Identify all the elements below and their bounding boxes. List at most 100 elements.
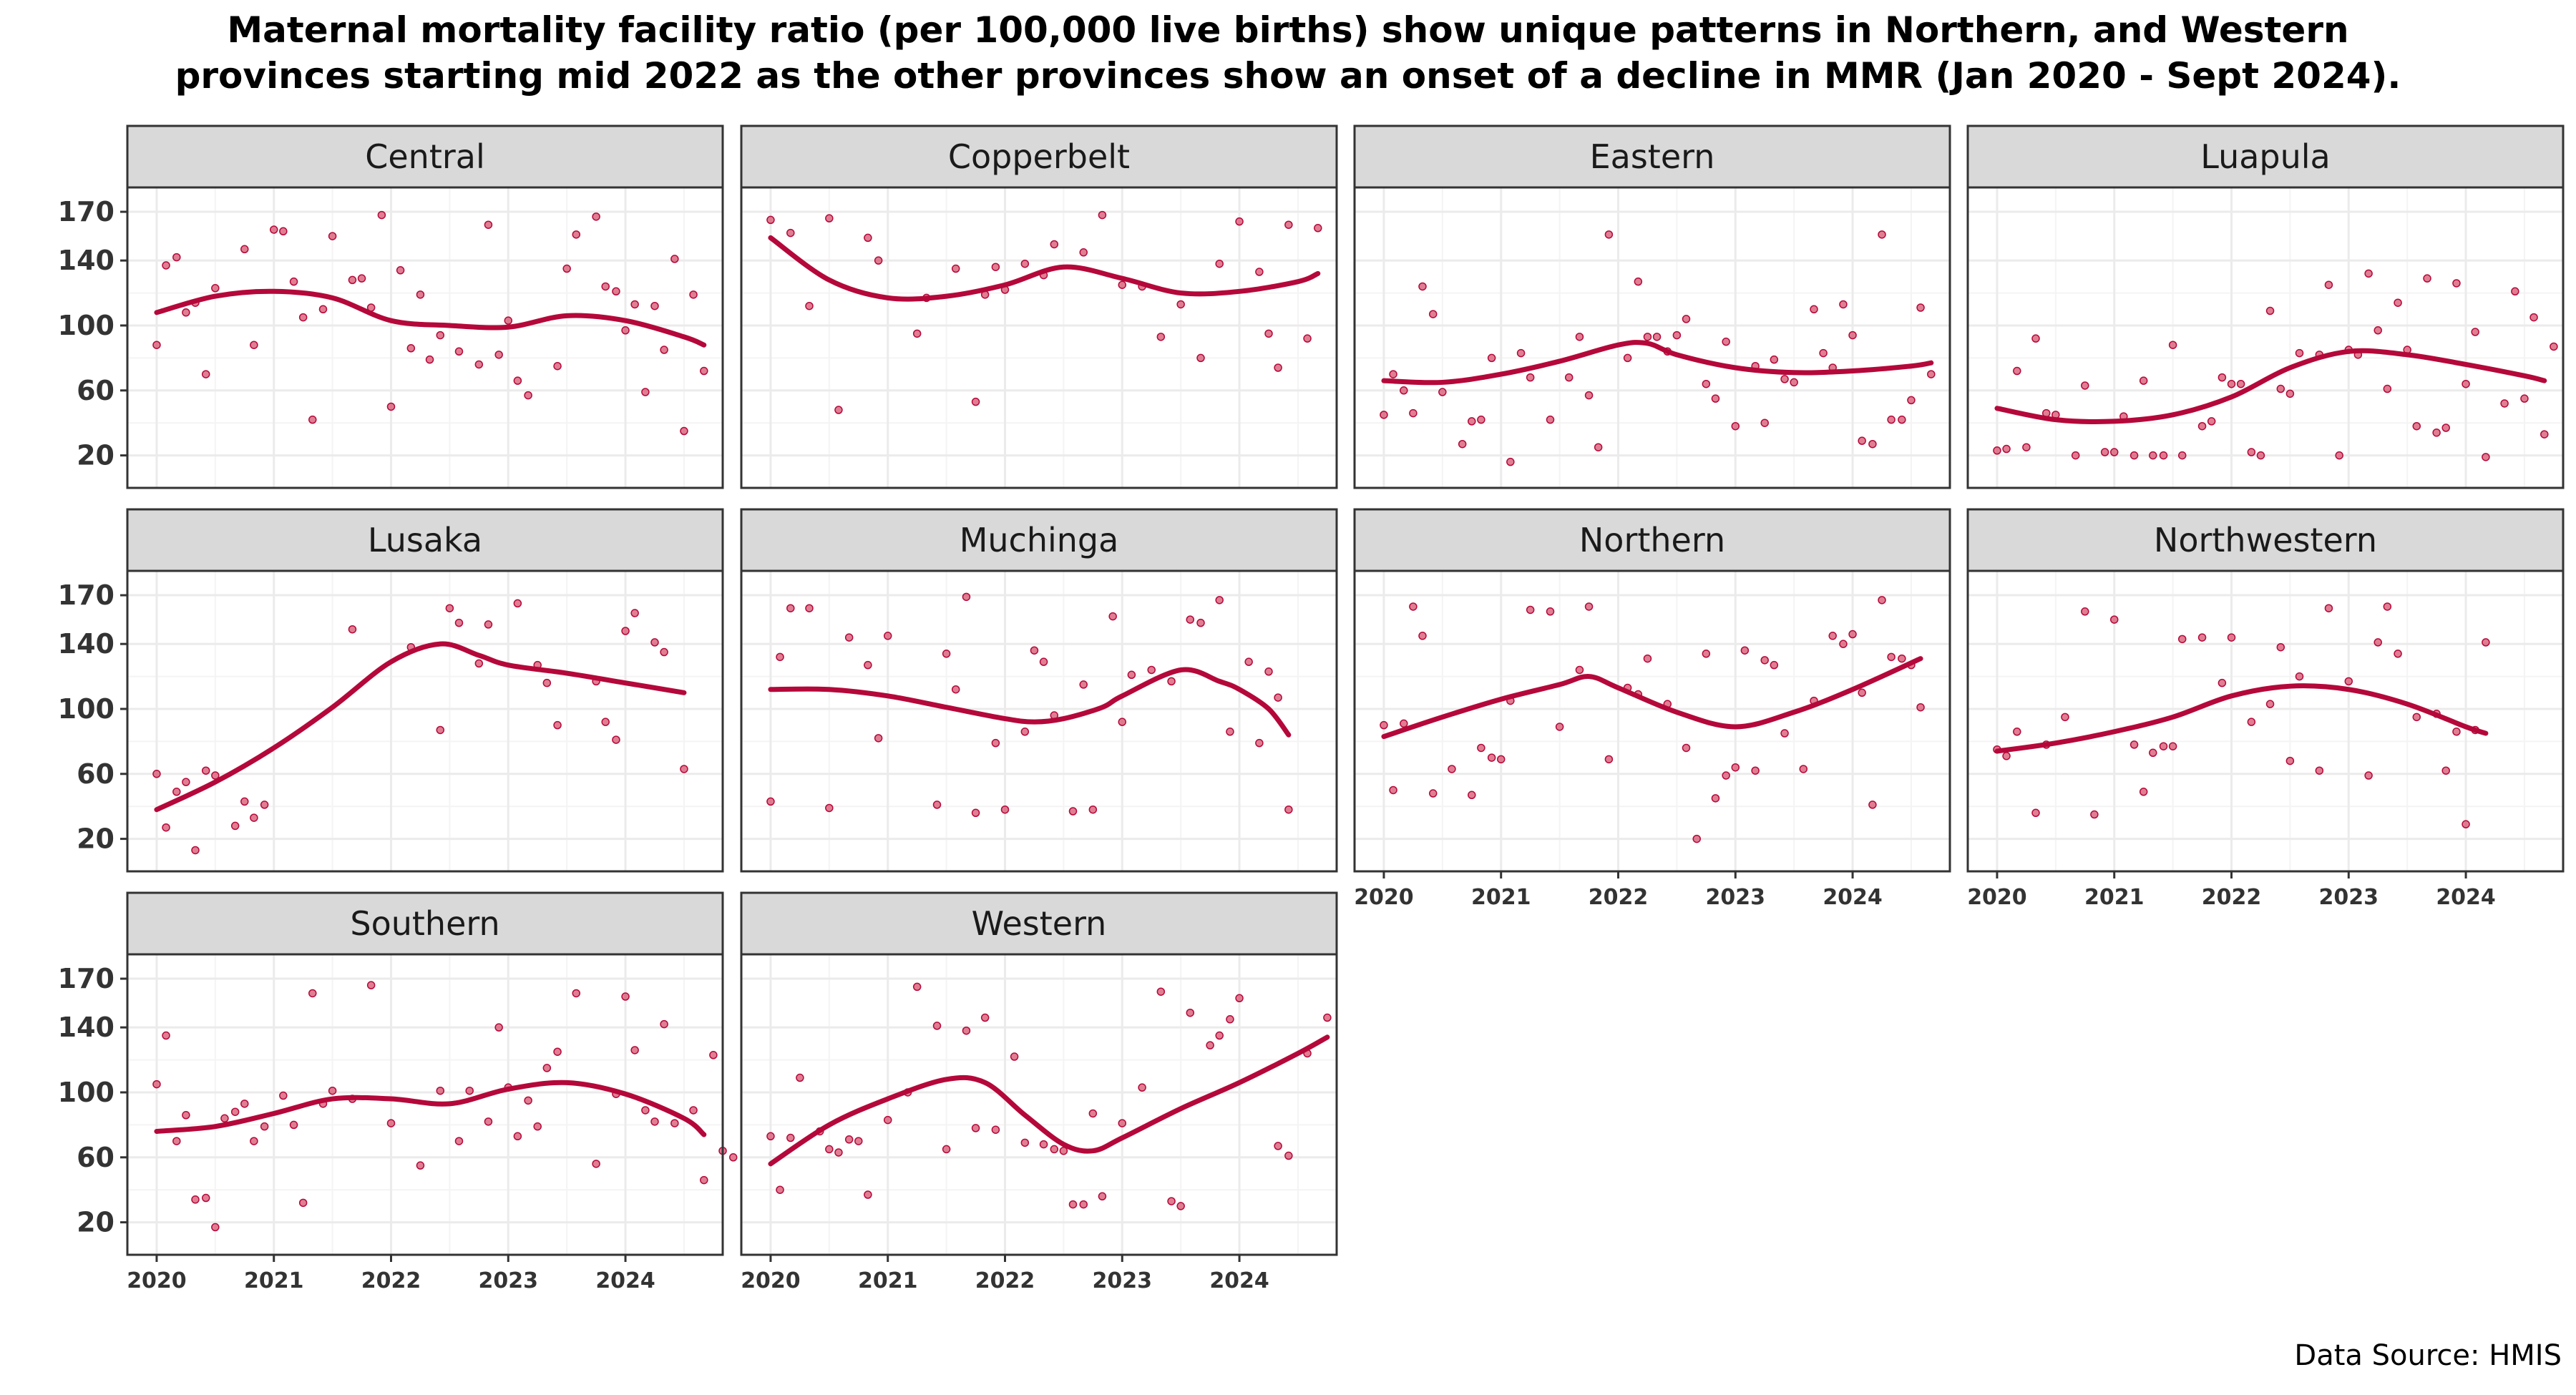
- data-point: [182, 1111, 190, 1120]
- data-point: [1477, 743, 1485, 753]
- data-point: [425, 355, 434, 364]
- data-point: [250, 341, 258, 349]
- data-point: [776, 652, 784, 662]
- data-point: [572, 989, 581, 998]
- data-point: [542, 678, 552, 687]
- data-point: [834, 406, 843, 414]
- data-point: [630, 1046, 639, 1054]
- data-point: [1848, 630, 1857, 639]
- data-point: [1564, 373, 1574, 382]
- trend-line-northern: [1381, 656, 1923, 740]
- strip-northwestern: [1966, 508, 2565, 572]
- data-point: [1819, 348, 1828, 358]
- data-point: [1780, 729, 1789, 738]
- panel-border: [126, 569, 724, 873]
- data-point: [2373, 638, 2382, 647]
- data-point: [844, 1135, 854, 1144]
- data-point: [1226, 1015, 1234, 1024]
- x-tick-label: 2022: [2202, 885, 2262, 910]
- data-point: [592, 1160, 600, 1168]
- data-point: [1323, 1013, 1332, 1022]
- data-point: [1039, 657, 1048, 666]
- data-point: [1916, 703, 1925, 712]
- data-point: [1751, 766, 1760, 775]
- data-point: [1010, 1052, 1019, 1061]
- data-point: [1546, 607, 1555, 616]
- strip-label-northern: Northern: [1579, 521, 1725, 559]
- strip-lusaka: [126, 508, 724, 572]
- data-point: [220, 1114, 229, 1123]
- data-point: [1496, 755, 1506, 764]
- data-point: [805, 604, 814, 612]
- data-point: [786, 228, 795, 238]
- data-point: [1156, 987, 1166, 996]
- data-point: [1692, 834, 1701, 843]
- data-point: [2139, 788, 2148, 796]
- data-point: [494, 1023, 503, 1032]
- data-point: [660, 346, 668, 354]
- data-point: [269, 225, 278, 234]
- data-point: [864, 233, 872, 243]
- panel-muchinga: Muchinga: [740, 508, 1338, 873]
- data-point: [2159, 742, 2168, 750]
- data-point: [2529, 313, 2538, 322]
- y-tick-label: 60: [77, 375, 114, 406]
- data-point: [1147, 665, 1156, 675]
- y-tick-label: 140: [58, 628, 114, 660]
- data-point: [1255, 268, 1264, 276]
- data-point: [689, 290, 698, 299]
- data-point: [2412, 713, 2421, 722]
- data-point: [1722, 337, 1730, 346]
- data-point: [2462, 379, 2470, 388]
- data-point: [201, 766, 210, 775]
- data-point: [504, 316, 513, 325]
- x-tick-label: 2021: [1471, 885, 1531, 910]
- data-point: [1176, 300, 1185, 309]
- data-point: [1868, 439, 1877, 449]
- data-point: [2265, 306, 2275, 315]
- data-point: [2295, 672, 2304, 681]
- data-point: [1682, 315, 1691, 323]
- trend-line-western: [768, 1034, 1330, 1167]
- y-tick-label: 140: [58, 245, 114, 276]
- data-point: [1409, 408, 1418, 418]
- data-point: [932, 1022, 942, 1030]
- data-point: [2109, 615, 2119, 624]
- data-point: [1235, 994, 1244, 1003]
- data-point: [650, 301, 659, 310]
- data-point: [912, 982, 922, 992]
- data-point: [416, 290, 425, 299]
- strip-southern: [126, 891, 724, 956]
- data-point: [445, 604, 454, 612]
- data-point: [2471, 328, 2479, 336]
- data-point: [951, 685, 960, 694]
- data-point: [728, 1153, 738, 1162]
- data-point: [2081, 381, 2089, 390]
- data-point: [533, 1122, 542, 1131]
- y-tick-label: 100: [58, 310, 114, 341]
- data-point: [162, 823, 170, 832]
- chart-title-line-2: provinces starting mid 2022 as the other…: [175, 55, 2401, 97]
- data-point: [386, 402, 396, 411]
- data-point: [2207, 417, 2216, 426]
- panel-luapula: Luapula: [1966, 124, 2565, 489]
- data-point: [700, 1175, 708, 1185]
- data-point: [2423, 274, 2431, 283]
- data-point: [2511, 287, 2519, 296]
- data-point: [250, 1137, 258, 1145]
- data-point: [240, 1100, 249, 1108]
- data-point: [1380, 411, 1388, 419]
- data-point: [406, 344, 416, 353]
- y-tick-label: 20: [77, 823, 114, 855]
- data-point: [1643, 654, 1652, 663]
- data-point: [191, 846, 200, 855]
- data-point: [1389, 370, 1397, 378]
- data-point: [1400, 719, 1408, 728]
- data-point: [1068, 1200, 1078, 1209]
- data-point: [2276, 642, 2285, 652]
- plot-area-copperbelt: [741, 187, 1337, 488]
- data-point: [484, 620, 493, 629]
- data-point: [2482, 638, 2490, 647]
- data-point: [2031, 334, 2040, 343]
- data-point: [2218, 373, 2227, 382]
